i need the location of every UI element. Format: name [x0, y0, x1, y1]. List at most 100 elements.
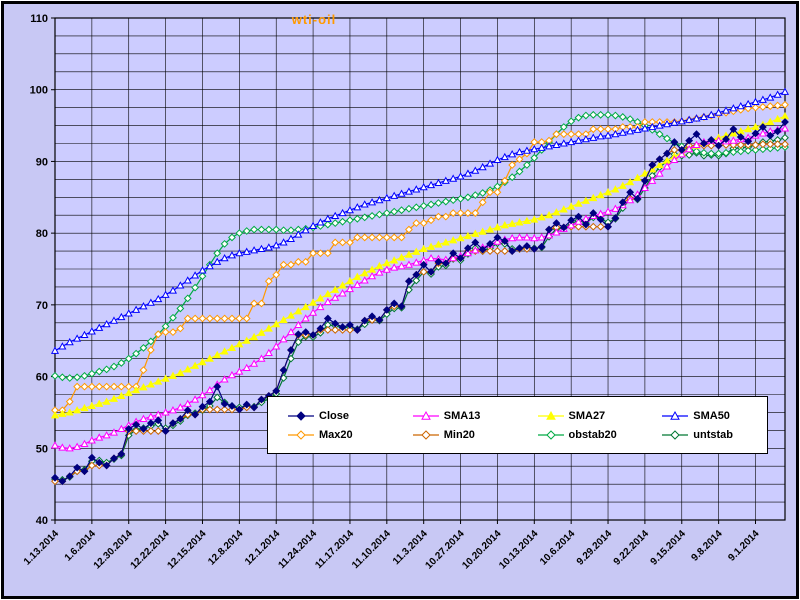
marker-triangle-icon	[272, 241, 281, 249]
marker-diamond-icon	[744, 146, 753, 155]
marker-triangle-icon	[522, 216, 531, 225]
legend-item-Close[interactable]: Close	[268, 410, 393, 422]
marker-triangle-icon	[286, 234, 296, 242]
legend-item-Min20[interactable]: Min20	[393, 429, 518, 441]
marker-triangle-icon	[552, 228, 561, 236]
marker-diamond-icon	[250, 225, 258, 234]
marker-diamond-icon	[198, 314, 207, 323]
marker-triangle-icon	[360, 200, 369, 208]
marker-diamond-icon	[515, 167, 524, 176]
marker-triangle-icon	[301, 314, 310, 322]
marker-diamond-icon	[655, 155, 664, 164]
marker-triangle-icon	[345, 284, 354, 293]
marker-diamond-icon	[729, 148, 738, 157]
marker-diamond-icon	[699, 139, 708, 148]
marker-triangle-icon	[117, 391, 126, 399]
marker-triangle-icon	[338, 281, 347, 289]
marker-triangle-icon	[331, 293, 340, 301]
legend-label: SMA13	[443, 409, 481, 422]
marker-diamond-icon	[464, 244, 472, 253]
marker-diamond-icon	[154, 330, 163, 339]
marker-triangle-icon	[463, 169, 472, 177]
marker-triangle-icon	[773, 90, 782, 98]
marker-diamond-icon	[530, 153, 539, 162]
marker-diamond-icon	[213, 405, 222, 414]
marker-diamond-icon	[574, 212, 583, 221]
legend-item-obstab20[interactable]: obstab20	[518, 429, 643, 441]
marker-diamond-icon	[559, 223, 568, 232]
marker-triangle-icon	[655, 160, 664, 169]
marker-diamond-icon	[419, 201, 428, 210]
marker-triangle-icon	[486, 159, 495, 167]
marker-diamond-icon	[117, 382, 126, 391]
marker-diamond-icon	[205, 397, 214, 406]
marker-diamond-icon	[523, 242, 531, 250]
marker-triangle-icon	[250, 246, 259, 254]
x-axis-tick-label: 11.17.2014	[313, 528, 356, 571]
marker-triangle-icon	[368, 198, 377, 206]
series-line-obstab20	[54, 114, 786, 379]
marker-triangle-icon	[567, 202, 576, 210]
marker-triangle-icon	[419, 244, 428, 252]
x-axis-tick-label: 11.10.2014	[350, 528, 393, 571]
marker-triangle-icon	[242, 247, 251, 255]
marker-triangle-icon	[65, 337, 74, 346]
marker-triangle-icon	[463, 248, 472, 257]
marker-diamond-icon	[567, 117, 576, 126]
marker-diamond-icon	[294, 338, 303, 347]
marker-diamond-icon	[729, 125, 738, 134]
marker-triangle-icon	[397, 261, 406, 270]
marker-diamond-icon	[95, 367, 104, 376]
marker-triangle-icon	[117, 424, 126, 432]
marker-diamond-icon	[626, 115, 635, 124]
marker-triangle-icon	[183, 365, 192, 373]
marker-diamond-icon	[264, 277, 273, 286]
marker-diamond-icon	[117, 450, 126, 458]
marker-triangle-icon	[567, 221, 576, 229]
marker-diamond-icon	[456, 209, 465, 217]
marker-triangle-icon	[58, 443, 67, 451]
marker-triangle-icon	[183, 276, 192, 284]
legend-item-untstab[interactable]: untstab	[642, 429, 767, 441]
marker-triangle-icon	[441, 238, 450, 246]
legend-label: SMA27	[568, 409, 606, 422]
marker-diamond-icon	[213, 382, 222, 391]
legend-item-Max20[interactable]: Max20	[268, 429, 393, 441]
marker-triangle-icon	[449, 254, 458, 262]
marker-diamond-icon	[434, 257, 443, 266]
marker-diamond-icon	[220, 405, 229, 414]
marker-triangle-icon	[198, 266, 207, 274]
marker-triangle-icon	[102, 319, 111, 328]
marker-triangle-icon	[220, 254, 229, 262]
marker-diamond-icon	[596, 222, 605, 231]
legend-item-SMA13[interactable]: SMA13	[393, 410, 518, 422]
marker-triangle-icon	[419, 183, 428, 191]
marker-triangle-icon	[375, 195, 384, 204]
marker-diamond-icon	[375, 316, 384, 324]
marker-triangle-icon	[213, 257, 222, 265]
marker-triangle-icon	[618, 181, 627, 189]
marker-diamond-icon	[58, 477, 67, 486]
marker-diamond-icon	[382, 305, 391, 314]
marker-diamond-icon	[766, 140, 775, 149]
marker-diamond-icon	[198, 402, 207, 411]
marker-diamond-icon	[338, 217, 347, 226]
legend-item-SMA50[interactable]: SMA50	[642, 410, 767, 422]
marker-diamond-icon	[375, 233, 384, 242]
marker-triangle-icon	[146, 298, 155, 306]
marker-triangle-icon	[412, 247, 421, 255]
marker-diamond-icon	[427, 267, 435, 276]
marker-diamond-icon	[161, 328, 170, 337]
y-axis-tick-label: 60	[36, 372, 48, 384]
marker-diamond-icon	[537, 242, 546, 251]
marker-triangle-icon	[309, 221, 318, 230]
marker-diamond-icon	[500, 237, 509, 245]
marker-diamond-icon	[412, 203, 421, 212]
marker-triangle-icon	[648, 176, 657, 184]
marker-diamond-icon	[486, 239, 494, 248]
legend-item-SMA27[interactable]: SMA27	[518, 410, 643, 422]
marker-diamond-icon	[338, 238, 347, 247]
marker-diamond-icon	[331, 319, 340, 328]
y-axis-tick-label: 70	[36, 300, 48, 312]
marker-triangle-icon	[154, 377, 163, 385]
